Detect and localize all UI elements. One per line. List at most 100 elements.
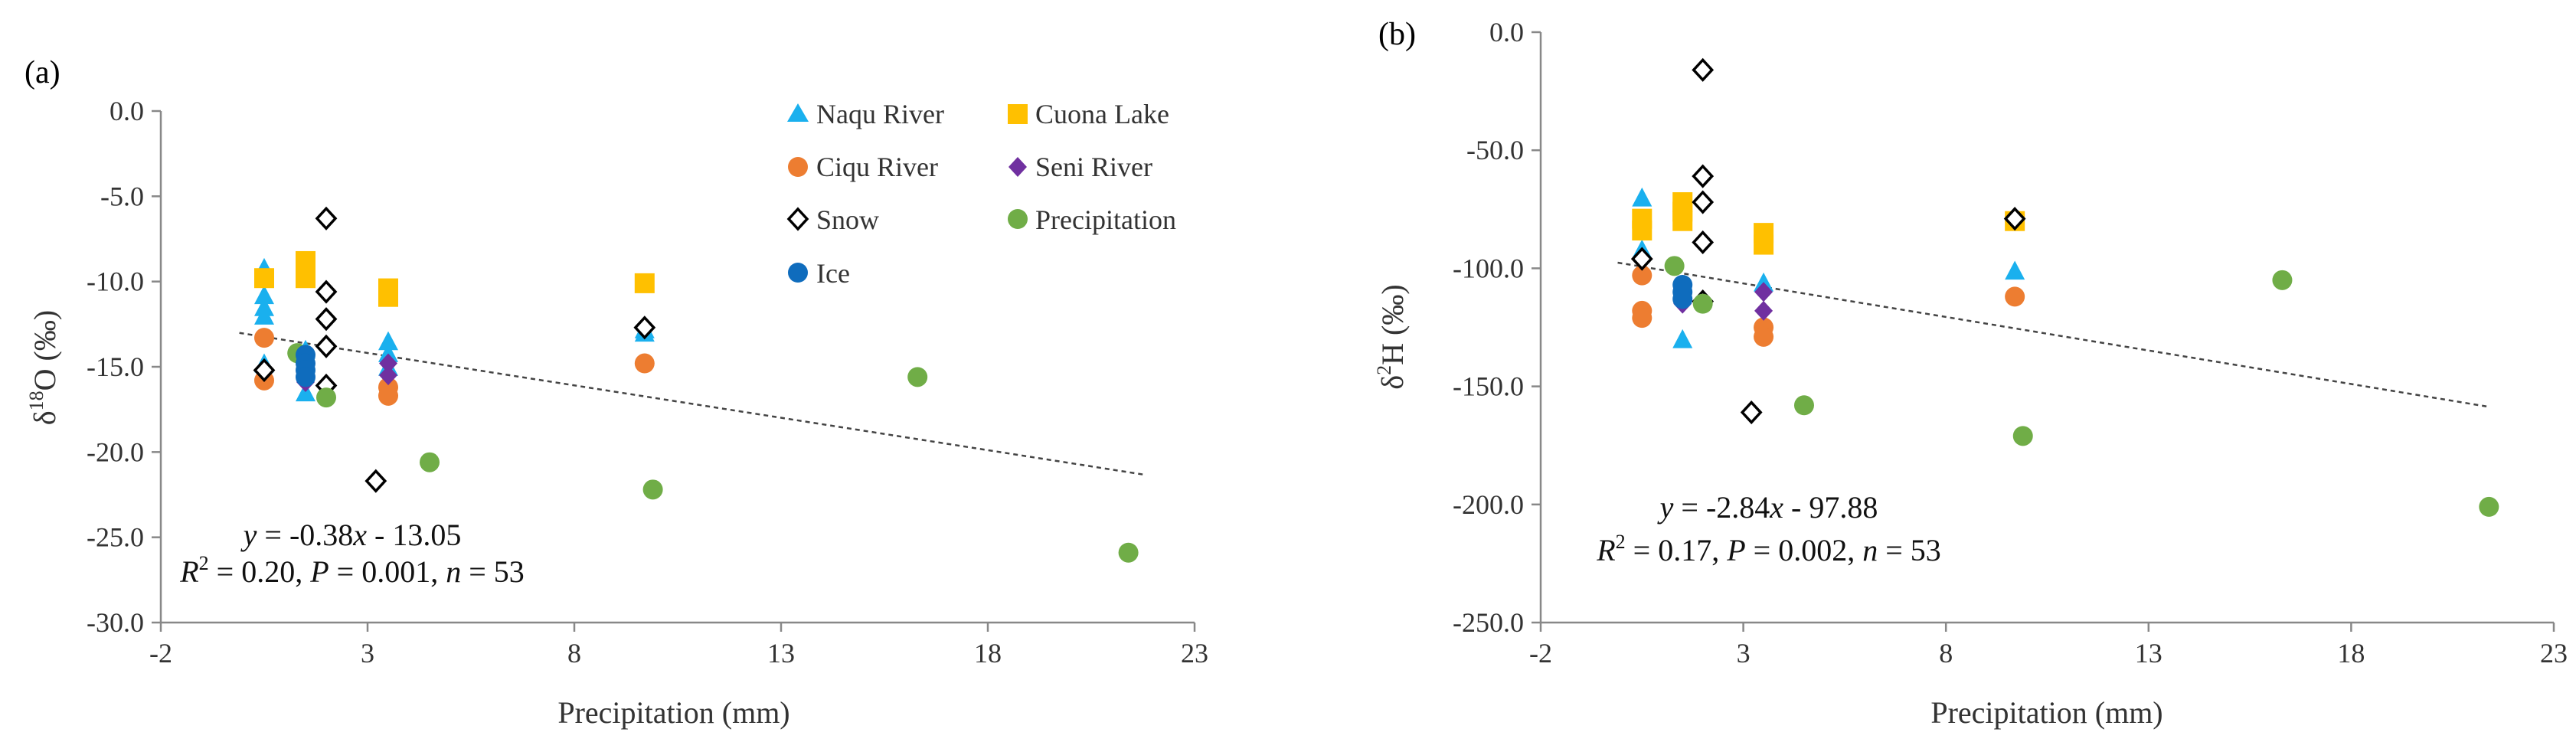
ciqu-point-4 <box>1754 326 1774 347</box>
panel-a-x-axis-title: Precipitation (mm) <box>557 695 789 730</box>
naqu-point-3 <box>254 306 274 325</box>
seni-point-2 <box>1754 282 1773 302</box>
legend-label-cuona-lake: Cuona Lake <box>1035 99 1169 129</box>
panel-b-label: (b) <box>1378 17 1416 52</box>
precip-point-0 <box>1664 256 1685 276</box>
panel-b-series-cuona <box>1632 192 2025 255</box>
legend-item-cuona-lake: Cuona Lake <box>1008 99 1169 129</box>
seni-point-4 <box>379 365 397 386</box>
snow-point-0 <box>1630 247 1653 271</box>
ice-point-3 <box>296 367 315 387</box>
panel-a-y-tick-label: 0.0 <box>110 96 144 126</box>
snow-point-1 <box>1692 57 1715 82</box>
snow-point-7 <box>633 315 656 340</box>
legend-marker-naqu-river <box>787 103 809 122</box>
panel-a-x-tick-label: 18 <box>974 638 1002 668</box>
panel-a-trendline <box>239 332 1146 476</box>
snow-point-2 <box>1692 164 1715 188</box>
panel-a-y-tick-label: -30.0 <box>87 607 144 638</box>
precip-point-2 <box>1793 395 1814 416</box>
naqu-point-8 <box>378 343 398 362</box>
panel-a-x-ticks: -2 3 8 13 18 23 <box>149 623 1208 668</box>
panel-a-equation: y = -0.38x - 13.05 <box>240 518 462 552</box>
panel-b-axes <box>1539 32 2554 624</box>
snow-point-0 <box>253 358 276 383</box>
snow-point-6 <box>364 469 387 493</box>
ciqu-point-0 <box>254 328 274 348</box>
legend-label-ice: Ice <box>816 258 850 289</box>
snow-point-4 <box>1692 230 1715 255</box>
panel-b-x-axis-title: Precipitation (mm) <box>1930 695 2162 730</box>
panel-a-trendline-group <box>239 332 1146 476</box>
naqu-point-2 <box>1672 329 1693 348</box>
precip-point-1 <box>1692 293 1713 314</box>
cuona-point-6 <box>1754 234 1774 255</box>
panel-a-y-tick-label: -20.0 <box>87 436 144 467</box>
legend-marker-cuona-lake <box>1008 104 1028 124</box>
panel-a-series-cuona <box>254 250 655 307</box>
legend-item-snow: Snow <box>786 204 879 235</box>
legend-marker-ciqu-river <box>788 157 808 177</box>
snow-point-3 <box>1692 190 1715 214</box>
panel-b-x-tick-label: 18 <box>2337 638 2365 668</box>
precip-point-5 <box>1118 542 1139 563</box>
panel-b-y-tick-label: -200.0 <box>1453 489 1524 520</box>
snow-point-7 <box>2003 207 2026 231</box>
panel-b-trendline <box>1617 261 2489 408</box>
panel-b-x-ticks: -2 3 8 13 18 23 <box>1529 623 2568 668</box>
panel-b-y-tick-label: -250.0 <box>1453 607 1524 638</box>
precip-point-5 <box>2479 496 2499 517</box>
legend-marker-ice <box>788 263 808 283</box>
panel-a-y-tick-label: -25.0 <box>87 522 144 553</box>
snow-point-1 <box>315 206 338 230</box>
panel-b-x-tick-label: 23 <box>2540 638 2568 668</box>
legend-label-seni-river: Seni River <box>1035 152 1152 182</box>
legend-marker-seni-river <box>1008 157 1027 177</box>
precip-point-4 <box>2272 270 2293 290</box>
ciqu-point-0 <box>1632 265 1652 286</box>
precip-point-3 <box>2012 426 2033 446</box>
panel-a-y-ticks: 0.0 -5.0 -10.0 -15.0 -20.0 -25.0 -30.0 <box>87 96 161 638</box>
panel-a-series-precip <box>287 343 1139 563</box>
precip-point-3 <box>642 479 663 500</box>
snow-point-2 <box>315 279 338 304</box>
panel-a-series-ice <box>296 345 315 387</box>
panel-a-x-tick-label: 13 <box>767 638 795 668</box>
legend-item-seni-river: Seni River <box>1008 152 1152 182</box>
precip-point-4 <box>907 367 928 387</box>
ciqu-point-3 <box>378 385 398 406</box>
cuona-point-5 <box>378 286 398 307</box>
snow-point-6 <box>1740 400 1763 425</box>
cuona-point-4 <box>1672 211 1693 231</box>
panel-b-series-precip <box>1664 256 2499 517</box>
legend-label-precipitation: Precipitation <box>1035 204 1176 235</box>
panel-a-x-tick-label: -2 <box>149 638 172 668</box>
panel-a-x-tick-label: 8 <box>567 638 581 668</box>
naqu-point-7 <box>378 331 398 351</box>
panel-a: (a) 0.0 -5.0 -10.0 -15.0 -20.0 -25.0 -30.0 -2 3… <box>25 55 1208 730</box>
panel-a-y-axis-title: δ18O (‰) <box>25 310 62 425</box>
cuona-point-6 <box>634 273 655 293</box>
legend-item-precipitation: Precipitation <box>1008 204 1176 235</box>
precip-point-1 <box>316 387 336 408</box>
panel-a-legend: Naqu River Cuona Lake Ciqu River Seni Ri… <box>786 99 1176 289</box>
panel-a-series-snow <box>253 206 656 493</box>
panel-b-y-tick-label: 0.0 <box>1489 17 1524 47</box>
panel-b-y-tick-label: -150.0 <box>1453 371 1524 402</box>
panel-b-equation: y = -2.84x - 97.88 <box>1657 490 1878 525</box>
panel-a-x-tick-label: 23 <box>1181 638 1208 668</box>
snow-point-3 <box>315 307 338 332</box>
panel-b-y-axis-title: δ2H (‰) <box>1373 284 1410 389</box>
panel-b-x-tick-label: 13 <box>2135 638 2162 668</box>
panel-b: (b) 0.0 -50.0 -100.0 -150.0 -200.0 -250.0 -2 3… <box>1373 17 2568 730</box>
legend-item-ice: Ice <box>788 258 850 289</box>
naqu-point-4 <box>2005 260 2025 280</box>
panel-b-points <box>1630 57 2499 517</box>
legend-item-naqu-river: Naqu River <box>787 99 944 129</box>
ice-point-2 <box>1672 289 1693 309</box>
legend-item-ciqu-river: Ciqu River <box>788 152 938 182</box>
panel-b-stats: R2 = 0.17, P = 0.002, n = 53 <box>1596 531 1941 567</box>
panel-b-y-tick-label: -50.0 <box>1466 135 1524 165</box>
precip-point-2 <box>420 452 440 472</box>
